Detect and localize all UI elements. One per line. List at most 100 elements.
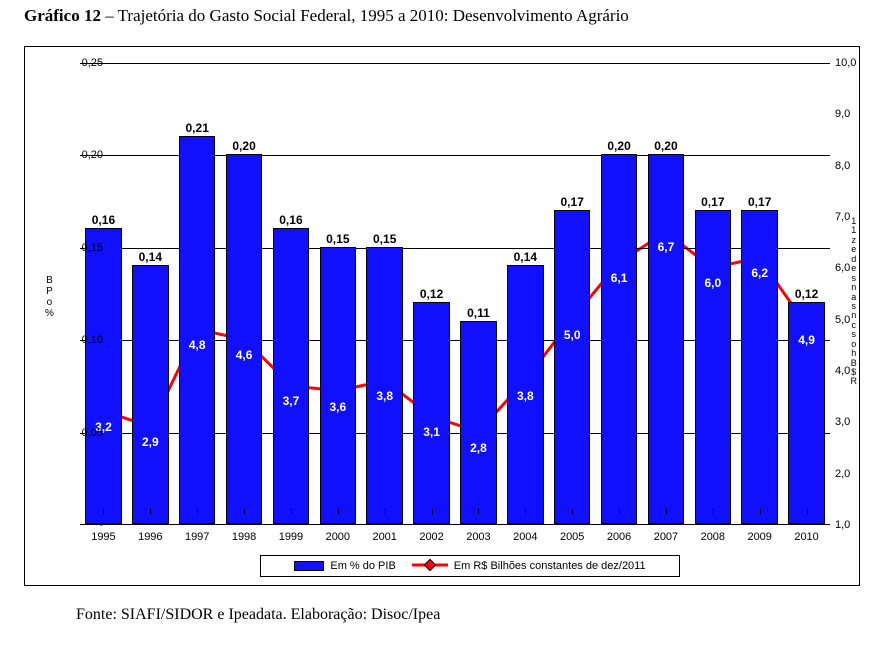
x-tick xyxy=(760,509,761,514)
line-value-label: 6,2 xyxy=(751,266,768,280)
bar-value-label: 0,17 xyxy=(701,195,724,209)
bar xyxy=(648,154,685,524)
x-tick xyxy=(713,509,714,514)
line-value-label: 3,7 xyxy=(283,394,300,408)
x-tick xyxy=(103,509,104,514)
chart-title: Gráfico 12 – Trajetória do Gasto Social … xyxy=(24,6,629,26)
chart-frame: 0,16 0,14 0,21 0,20 0,16 0,15 0,15 0,12 0,11 0,14… xyxy=(24,46,860,586)
legend-line-swatch xyxy=(412,559,448,574)
bar xyxy=(460,321,497,524)
bar-value-label: 0,20 xyxy=(607,139,630,153)
x-tick xyxy=(150,509,151,514)
x-tick-label: 2010 xyxy=(794,531,818,543)
x-tick xyxy=(338,509,339,514)
x-tick-label: 1997 xyxy=(185,531,209,543)
bar-value-label: 0,21 xyxy=(186,121,209,135)
y1-tick-label: 0,10 xyxy=(63,334,103,346)
bar-value-label: 0,20 xyxy=(654,139,677,153)
source-text: Fonte: SIAFI/SIDOR e Ipeadata. Elaboraçã… xyxy=(76,606,440,624)
legend-line-text: Em R$ Bilhões constantes de dez/2011 xyxy=(454,560,646,572)
y2-tick-label: 5,0 xyxy=(835,314,863,326)
legend-line-item: Em R$ Bilhões constantes de dez/2011 xyxy=(412,559,646,574)
bar-value-label: 0,15 xyxy=(326,232,349,246)
x-tick-label: 2003 xyxy=(466,531,490,543)
x-tick xyxy=(291,509,292,514)
bar xyxy=(413,302,450,524)
line-value-label: 6,7 xyxy=(658,240,675,254)
bar xyxy=(741,210,778,524)
bar-value-label: 0,12 xyxy=(795,287,818,301)
y1-tick-label: - xyxy=(63,519,103,531)
y1-tick-label: 0,20 xyxy=(63,149,103,161)
x-tick-label: 2004 xyxy=(513,531,537,543)
legend-bar-swatch xyxy=(294,561,324,571)
bar xyxy=(366,247,403,524)
y2-tick-label: 2,0 xyxy=(835,468,863,480)
x-tick xyxy=(572,509,573,514)
bar xyxy=(695,210,732,524)
legend: Em % do PIB Em R$ Bilhões constantes de … xyxy=(260,555,680,577)
line-value-label: 4,6 xyxy=(236,348,253,362)
x-tick-label: 2009 xyxy=(747,531,771,543)
line-value-label: 6,1 xyxy=(611,271,628,285)
y2-tick-label: 3,0 xyxy=(835,416,863,428)
x-tick xyxy=(478,509,479,514)
line-value-label: 3,8 xyxy=(376,389,393,403)
x-tick xyxy=(807,509,808,514)
x-tick-label: 2006 xyxy=(607,531,631,543)
bar xyxy=(85,228,122,524)
title-rest: – Trajetória do Gasto Social Federal, 19… xyxy=(101,6,629,25)
y1-tick-label: 0,15 xyxy=(63,242,103,254)
bar-value-label: 0,12 xyxy=(420,287,443,301)
line-value-label: 4,9 xyxy=(798,333,815,347)
bar xyxy=(132,265,169,524)
line-value-label: 2,9 xyxy=(142,435,159,449)
line-value-label: 2,8 xyxy=(470,441,487,455)
y2-tick-label: 4,0 xyxy=(835,365,863,377)
x-tick-label: 1999 xyxy=(279,531,303,543)
x-tick xyxy=(666,509,667,514)
x-tick-label: 1996 xyxy=(138,531,162,543)
bar-value-label: 0,16 xyxy=(279,213,302,227)
gridline xyxy=(80,63,830,64)
y2-tick-label: 1,0 xyxy=(835,519,863,531)
line-value-label: 6,0 xyxy=(704,276,721,290)
title-bold: Gráfico 12 xyxy=(24,6,101,25)
y2-tick-label: 10,0 xyxy=(835,57,863,69)
x-tick xyxy=(385,509,386,514)
x-tick xyxy=(197,509,198,514)
bar-value-label: 0,14 xyxy=(139,250,162,264)
y2-tick-label: 9,0 xyxy=(835,108,863,120)
x-tick-label: 1995 xyxy=(91,531,115,543)
x-tick-label: 2000 xyxy=(326,531,350,543)
x-tick xyxy=(525,509,526,514)
bar xyxy=(179,136,216,524)
line-value-label: 3,6 xyxy=(329,400,346,414)
bar xyxy=(320,247,357,524)
line-value-label: 5,0 xyxy=(564,328,581,342)
x-tick xyxy=(432,509,433,514)
bar-value-label: 0,17 xyxy=(561,195,584,209)
line-value-label: 3,8 xyxy=(517,389,534,403)
bar-value-label: 0,16 xyxy=(92,213,115,227)
bar-value-label: 0,15 xyxy=(373,232,396,246)
y1-axis-title: BPo% xyxy=(45,275,54,319)
bar xyxy=(226,154,263,524)
x-tick-label: 2001 xyxy=(372,531,396,543)
x-tick xyxy=(619,509,620,514)
bar xyxy=(554,210,591,524)
bar-value-label: 0,11 xyxy=(467,306,490,320)
y2-tick-label: 8,0 xyxy=(835,160,863,172)
x-tick-label: 2007 xyxy=(654,531,678,543)
y2-axis-title: 11zedesnasncsohB$R xyxy=(851,217,858,387)
legend-bar-item: Em % do PIB xyxy=(294,560,395,572)
x-tick-label: 2005 xyxy=(560,531,584,543)
x-tick-label: 1998 xyxy=(232,531,256,543)
x-tick xyxy=(244,509,245,514)
bar-value-label: 0,14 xyxy=(514,250,537,264)
bar-value-label: 0,20 xyxy=(232,139,255,153)
line-value-label: 4,8 xyxy=(189,338,206,352)
bar xyxy=(601,154,638,524)
line-value-label: 3,1 xyxy=(423,425,440,439)
x-tick-label: 2002 xyxy=(419,531,443,543)
